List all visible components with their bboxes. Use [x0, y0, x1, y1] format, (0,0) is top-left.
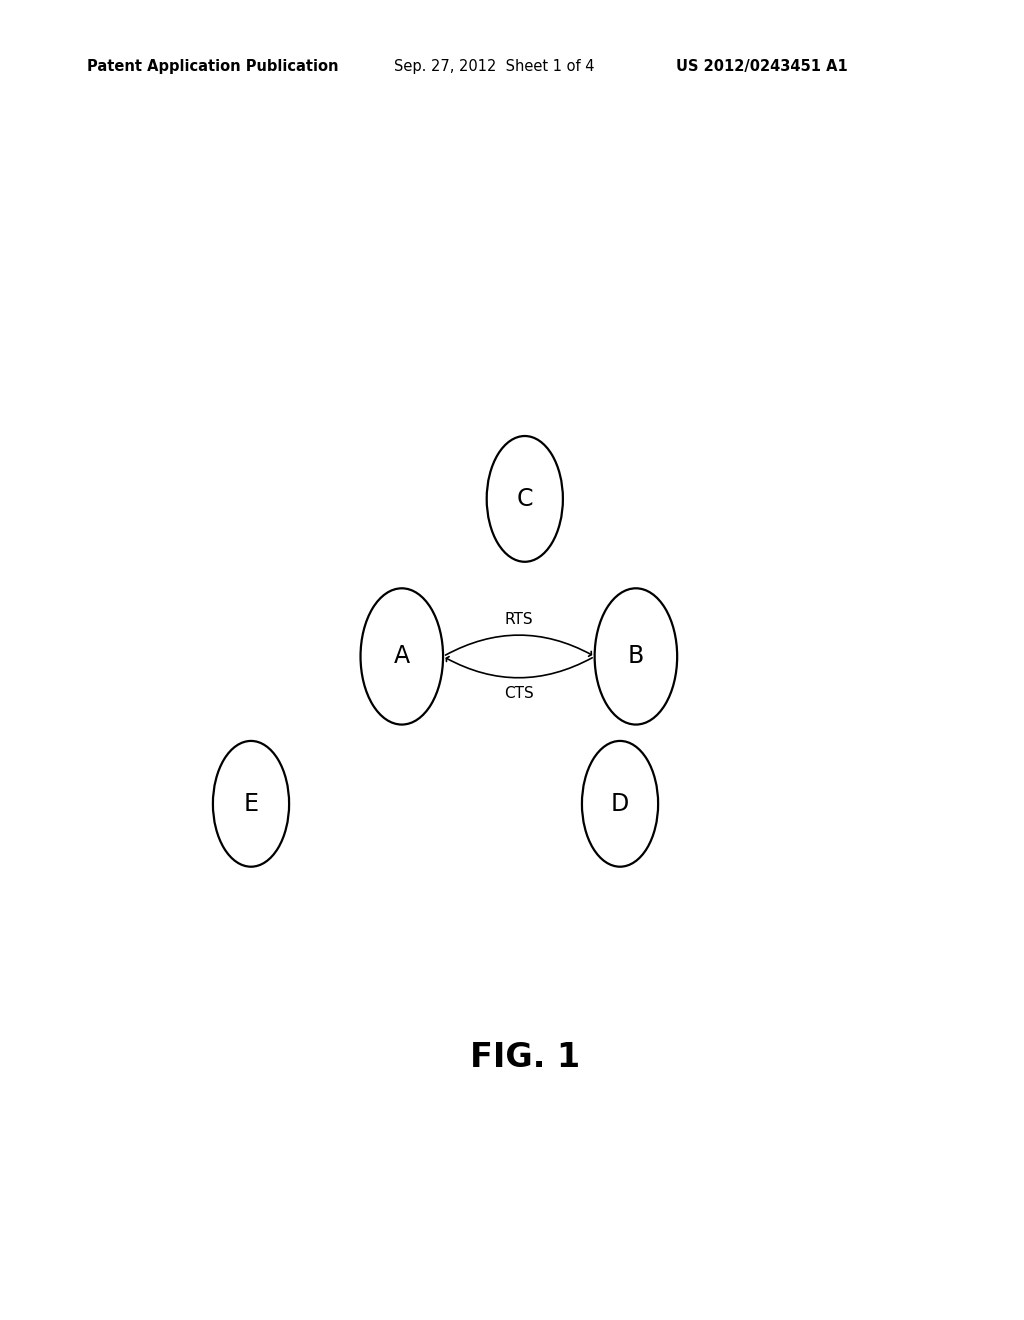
Text: FIG. 1: FIG. 1 [470, 1041, 580, 1074]
Text: C: C [516, 487, 534, 511]
Text: Sep. 27, 2012  Sheet 1 of 4: Sep. 27, 2012 Sheet 1 of 4 [394, 59, 595, 74]
Text: D: D [611, 792, 629, 816]
Text: A: A [394, 644, 410, 668]
Text: B: B [628, 644, 644, 668]
Text: Patent Application Publication: Patent Application Publication [87, 59, 339, 74]
Text: US 2012/0243451 A1: US 2012/0243451 A1 [676, 59, 848, 74]
Text: CTS: CTS [505, 685, 535, 701]
Text: RTS: RTS [505, 612, 534, 627]
Text: E: E [244, 792, 258, 816]
